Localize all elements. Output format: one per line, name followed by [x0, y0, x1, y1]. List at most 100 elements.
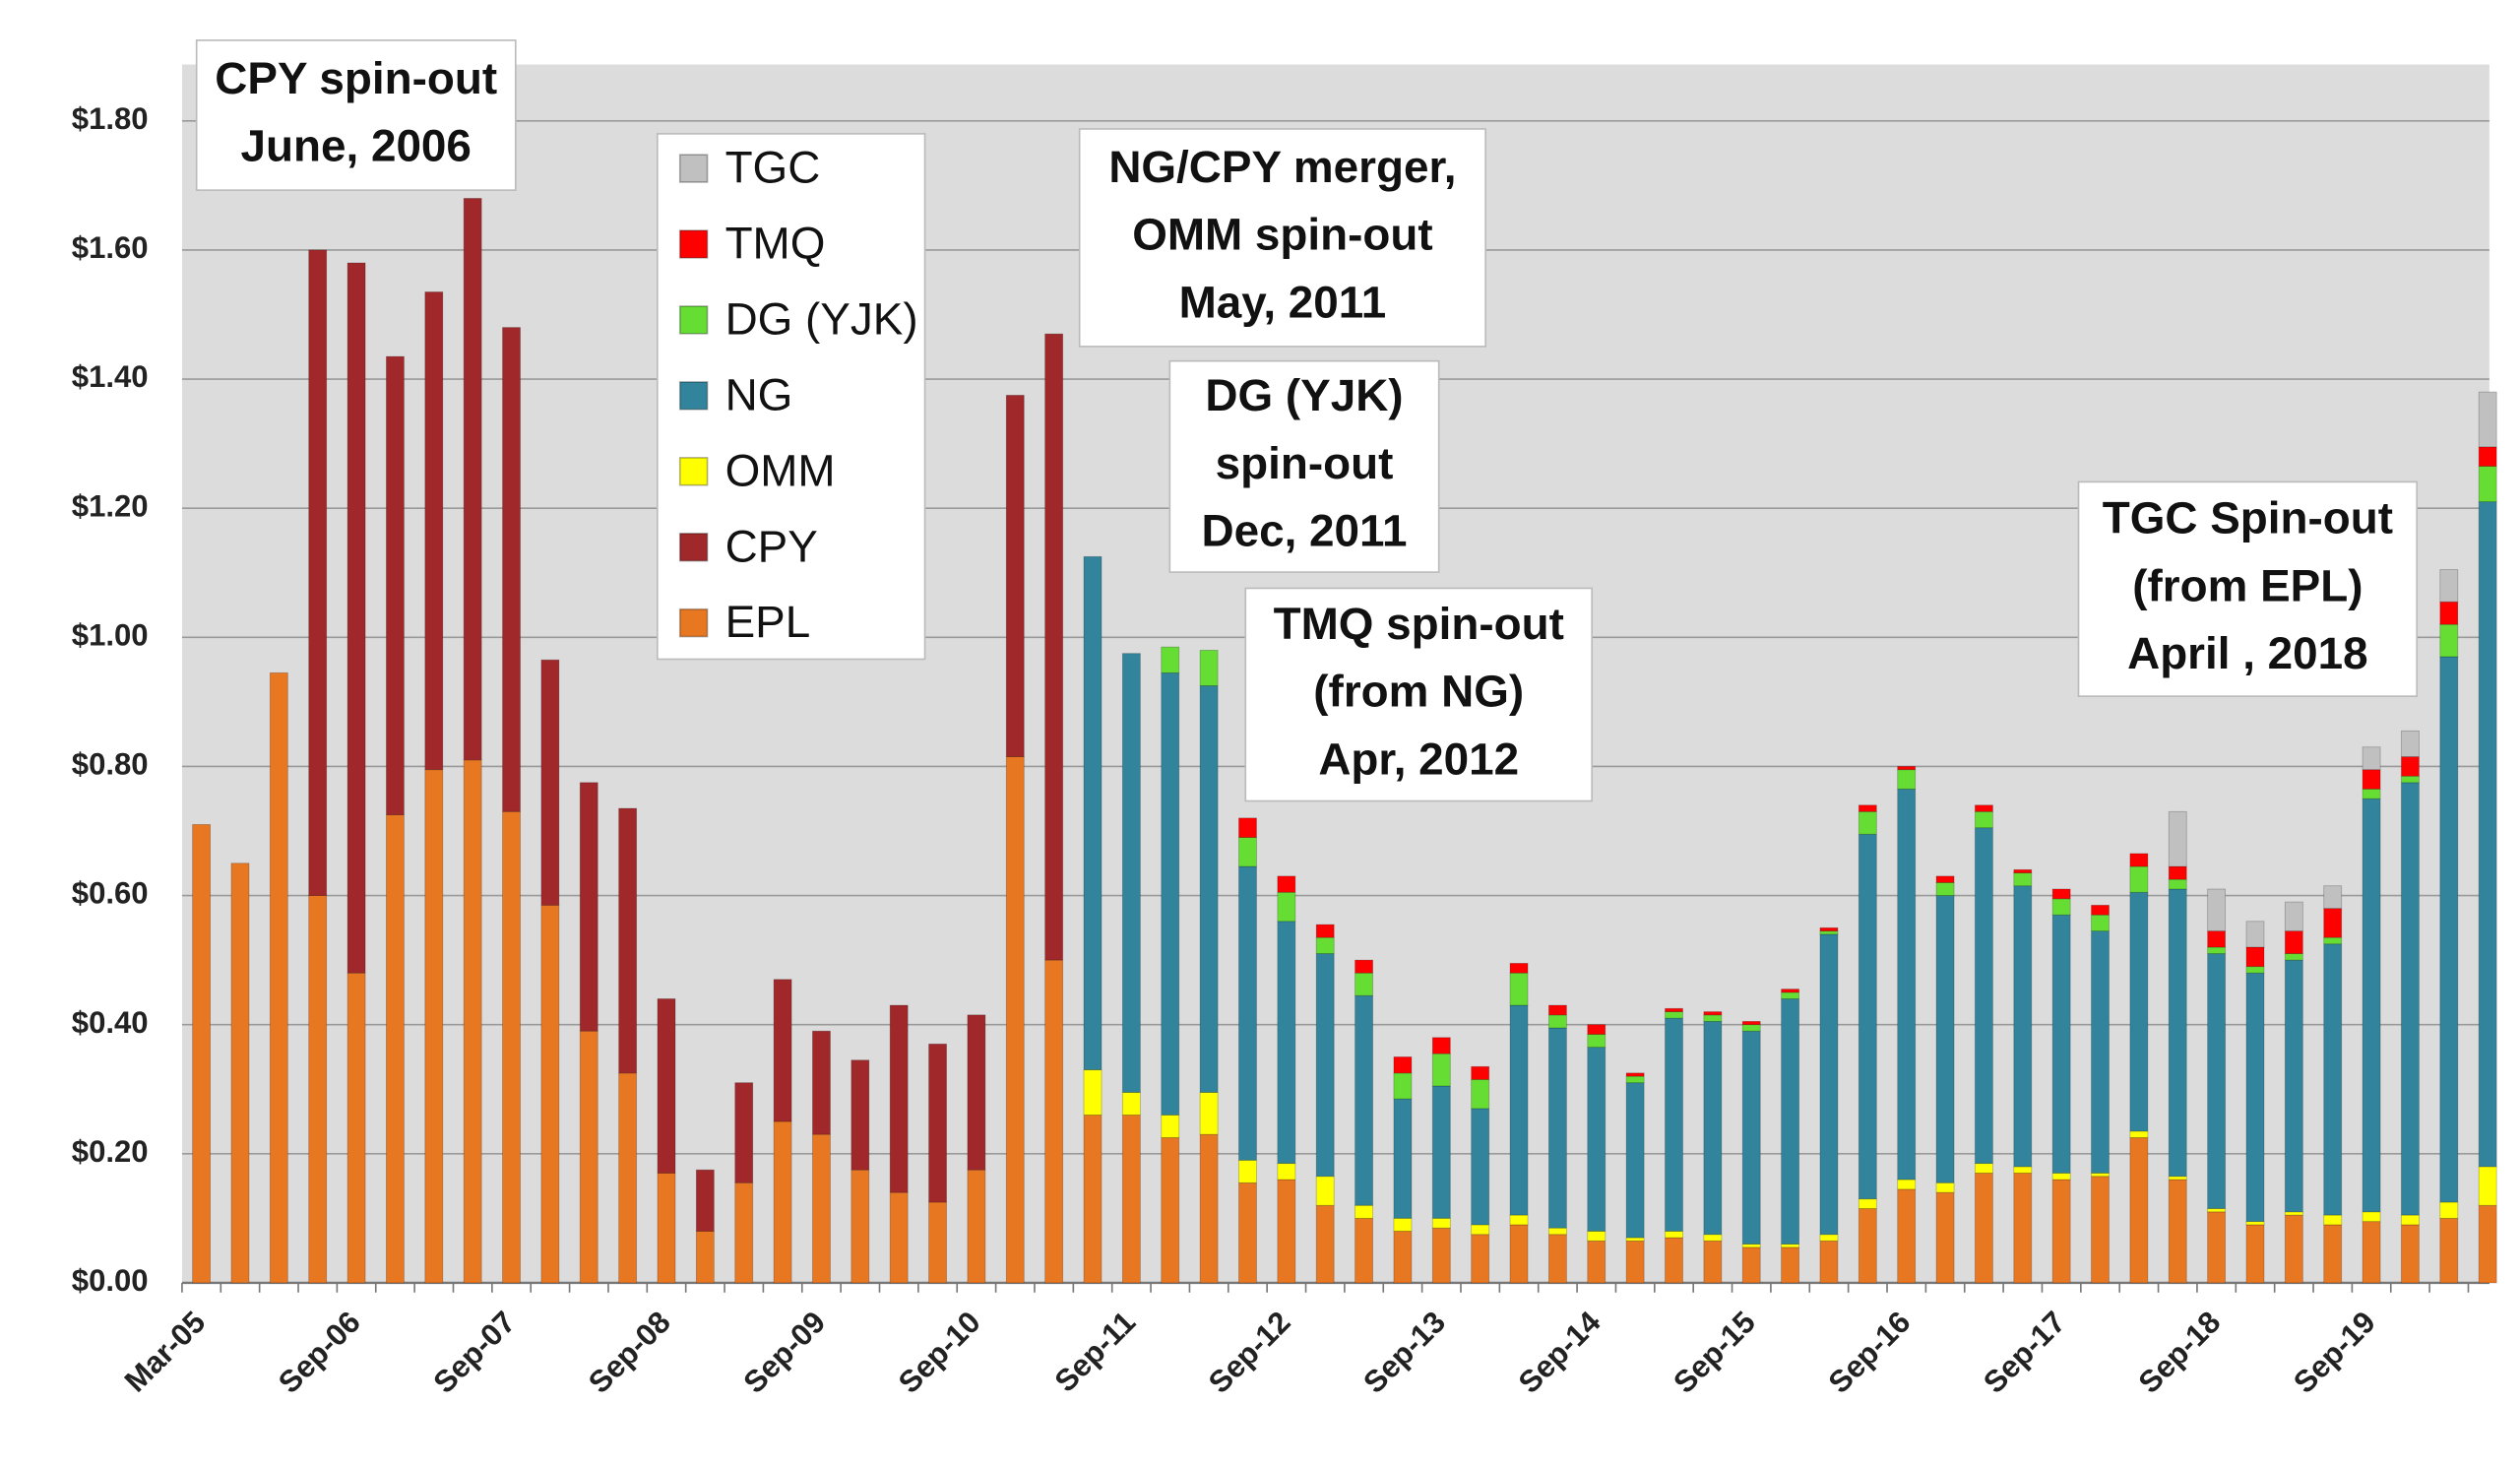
- bar-segment: [2284, 901, 2303, 932]
- bar-segment: [1238, 1182, 1257, 1284]
- bar-segment: [1781, 998, 1800, 1245]
- bar-segment: [1277, 921, 1296, 1165]
- bar-segment: [2478, 466, 2497, 503]
- legend-label: CPY: [725, 521, 818, 571]
- bar-segment: [2478, 391, 2497, 448]
- annotation: CPY spin-out June, 2006: [195, 39, 517, 191]
- bar-segment: [1199, 1133, 1219, 1284]
- bar-segment: [2051, 898, 2071, 916]
- bar-segment: [1587, 1047, 1606, 1232]
- bar-segment: [1315, 1204, 1335, 1284]
- bar-segment: [1161, 1115, 1180, 1138]
- x-tick-label: Mar-05: [118, 1305, 213, 1399]
- bar-segment: [1819, 1240, 1839, 1284]
- bar-segment: [1431, 1053, 1451, 1087]
- bar-segment: [1354, 994, 1373, 1206]
- bar-segment: [657, 998, 676, 1174]
- bar-segment: [1975, 1173, 1993, 1284]
- bar-segment: [2323, 885, 2343, 910]
- bar-segment: [2401, 1214, 2420, 1226]
- bar-segment: [2013, 1166, 2033, 1174]
- x-tick-label: Sep-09: [736, 1305, 832, 1400]
- bar-segment: [1741, 1246, 1761, 1284]
- bar-segment: [1547, 1027, 1567, 1229]
- legend-label: NG: [725, 369, 793, 419]
- bar-segment: [308, 895, 328, 1284]
- bar-segment: [2362, 1221, 2381, 1284]
- bar-segment: [1393, 1056, 1413, 1074]
- bar-segment: [1393, 1231, 1413, 1284]
- bar-segment: [1858, 810, 1877, 835]
- bar-segment: [1121, 653, 1141, 1093]
- bar-segment: [1897, 769, 1917, 790]
- legend-swatch: [678, 607, 709, 638]
- bar-segment: [1819, 1234, 1839, 1242]
- bar-segment: [1547, 1014, 1567, 1029]
- bar-segment: [502, 810, 521, 1284]
- bar-segment: [1471, 1108, 1490, 1226]
- x-tick-label: Sep-18: [2132, 1305, 2228, 1400]
- bar-segment: [1625, 1072, 1645, 1077]
- bar-segment: [1858, 1208, 1877, 1284]
- bar-segment: [1044, 333, 1064, 961]
- legend-label: TMQ: [725, 219, 826, 269]
- bar-segment: [579, 782, 598, 1032]
- bar-segment: [1431, 1085, 1451, 1219]
- bar-segment: [889, 1191, 909, 1284]
- bar-segment: [1509, 1214, 1529, 1226]
- bar-segment: [2478, 1204, 2497, 1284]
- bar-segment: [2129, 1137, 2149, 1284]
- bar-segment: [695, 1231, 715, 1284]
- y-tick-label: $1.40: [72, 359, 149, 394]
- y-tick-label: $0.80: [72, 747, 149, 782]
- bar-segment: [2401, 775, 2420, 784]
- bar-segment: [2168, 1179, 2187, 1284]
- annotation-box: [2077, 480, 2419, 697]
- y-tick-label: $1.00: [72, 618, 149, 653]
- bar-segment: [1858, 833, 1877, 1200]
- bar-segment: [540, 904, 560, 1284]
- bar-segment: [1741, 1244, 1761, 1248]
- bar-segment: [2439, 1201, 2459, 1219]
- bar-segment: [1354, 972, 1373, 996]
- annotation-text: Apr, 2012: [1318, 734, 1519, 784]
- bar-segment: [1315, 953, 1335, 1178]
- x-tick-label: Sep-06: [272, 1305, 367, 1400]
- bar-segment: [1703, 1011, 1723, 1016]
- bar-segment: [889, 1004, 909, 1193]
- x-tick-label: Sep-10: [892, 1305, 987, 1400]
- bar-segment: [1741, 1024, 1761, 1032]
- bar-segment: [1665, 1237, 1683, 1284]
- y-tick-label: $0.60: [72, 876, 149, 911]
- bar-segment: [1587, 1240, 1606, 1284]
- annotation-box: [195, 39, 517, 191]
- bar-segment: [773, 1120, 792, 1284]
- bar-segment: [2401, 782, 2420, 1216]
- bar-segment: [1897, 1188, 1917, 1284]
- bar-segment: [1509, 972, 1529, 1006]
- bar-segment: [1431, 1227, 1451, 1284]
- bar-segment: [2051, 1179, 2071, 1284]
- bar-segment: [2168, 1176, 2187, 1181]
- bar-segment: [2401, 756, 2420, 777]
- bar-segment: [850, 1059, 870, 1171]
- bar-segment: [1741, 1030, 1761, 1245]
- bar-segment: [2051, 1173, 2071, 1181]
- bar-segment: [928, 1043, 947, 1203]
- legend-label: DG (YJK): [725, 293, 918, 344]
- bar-segment: [2245, 1224, 2265, 1284]
- bar-segment: [192, 824, 212, 1284]
- bar-segment: [1625, 1240, 1645, 1284]
- bar-segment: [2129, 1130, 2149, 1138]
- bar-segment: [1277, 891, 1296, 923]
- bar-segment: [308, 249, 328, 896]
- bar-segment: [1935, 875, 1955, 883]
- annotation-text: DG (YJK): [1205, 370, 1403, 420]
- bar-segment: [2439, 623, 2459, 658]
- legend-swatch: [678, 381, 709, 411]
- bar-segment: [1625, 1237, 1645, 1242]
- bar-segment: [1975, 810, 1993, 829]
- bar-segment: [1587, 1034, 1606, 1049]
- annotation-text: TMQ spin-out: [1274, 599, 1564, 649]
- annotation: TGC Spin-out (from EPL) April , 2018: [2077, 480, 2419, 697]
